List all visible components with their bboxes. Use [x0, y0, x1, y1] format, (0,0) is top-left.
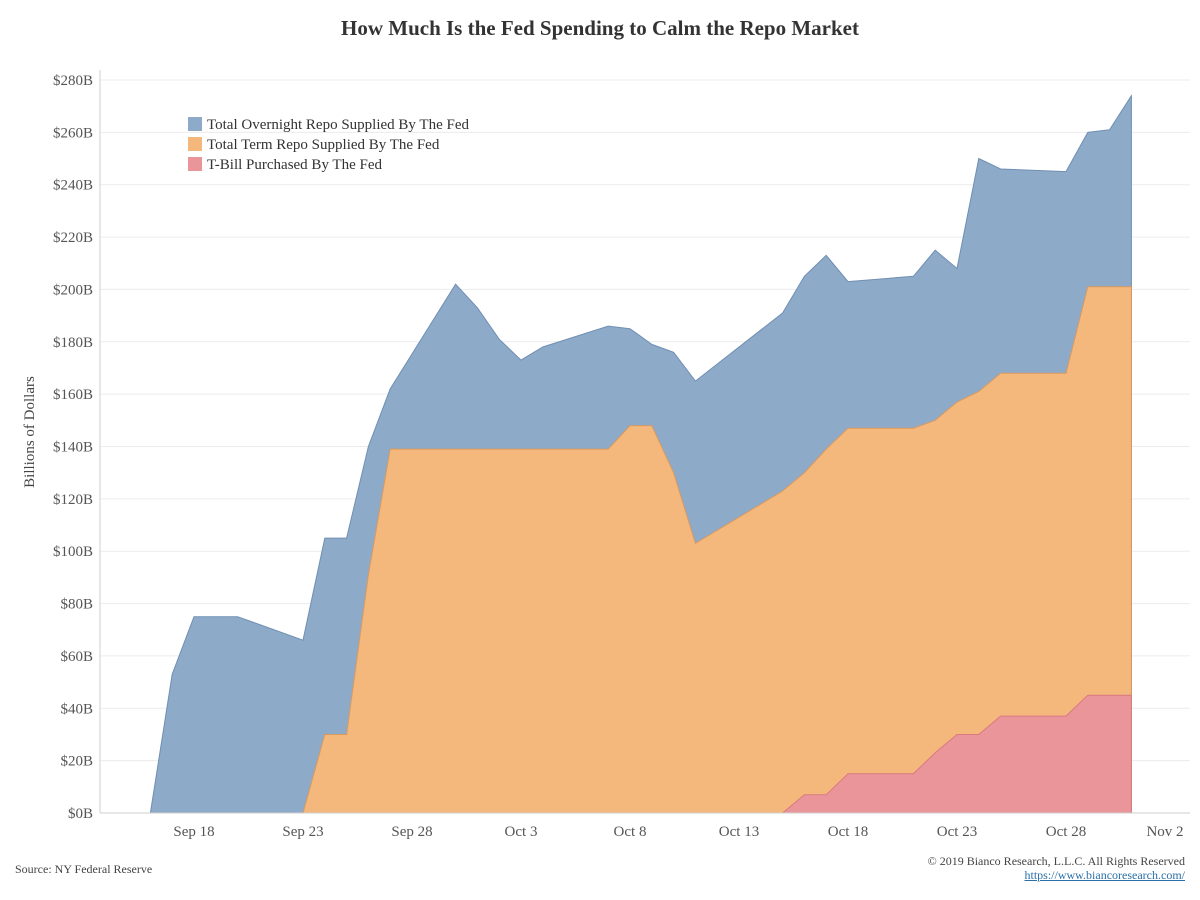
- x-tick-label: Nov 2: [1146, 824, 1183, 840]
- y-tick-label: $120B: [53, 492, 93, 508]
- x-tick-label: Oct 13: [719, 824, 759, 840]
- legend-swatch: [188, 117, 202, 131]
- x-tick-label: Sep 28: [391, 824, 432, 840]
- legend-swatch: [188, 137, 202, 151]
- y-tick-label: $20B: [60, 754, 93, 770]
- y-tick-label: $80B: [60, 597, 93, 613]
- copyright-note: © 2019 Bianco Research, L.L.C. All Right…: [927, 854, 1185, 868]
- legend: Total Overnight Repo Supplied By The Fed…: [188, 117, 469, 173]
- y-tick-label: $280B: [53, 73, 93, 89]
- y-tick-label: $220B: [53, 230, 93, 246]
- x-tick-label: Sep 23: [282, 824, 323, 840]
- y-tick-label: $60B: [60, 649, 93, 665]
- series-area-2: [302, 286, 1132, 814]
- source-note: Source: NY Federal Reserve: [15, 862, 153, 876]
- x-tick-label: Oct 28: [1046, 824, 1086, 840]
- x-tick-label: Oct 23: [937, 824, 977, 840]
- axes: [99, 70, 1190, 814]
- chart-title: How Much Is the Fed Spending to Calm the…: [341, 16, 859, 40]
- y-tick-label: $40B: [60, 701, 93, 717]
- series-area-3: [781, 694, 1132, 814]
- legend-label: Total Term Repo Supplied By The Fed: [207, 137, 440, 153]
- y-tick-label: $200B: [53, 282, 93, 298]
- x-tick-label: Sep 18: [173, 824, 214, 840]
- x-tick-label: Oct 3: [505, 824, 538, 840]
- y-tick-label: $240B: [53, 178, 93, 194]
- y-axis-label: Billions of Dollars: [22, 376, 38, 488]
- x-tick-label: Oct 8: [614, 824, 647, 840]
- y-tick-label: $0B: [68, 806, 93, 822]
- y-tick-label: $180B: [53, 335, 93, 351]
- y-tick-label: $100B: [53, 544, 93, 560]
- legend-label: Total Overnight Repo Supplied By The Fed: [207, 117, 469, 133]
- series-areas: [149, 93, 1132, 814]
- x-tick-labels: Sep 18 Sep 23 Sep 28 Oct 3 Oct 8 Oct 13 Oct 18…: [173, 824, 1183, 840]
- y-tick-labels: $0B $20B $40B $60B $80B $100B $120B $140B $160B $…: [53, 73, 93, 822]
- y-tick-label: $160B: [53, 387, 93, 403]
- x-tick-label: Oct 18: [828, 824, 868, 840]
- y-tick-label: $140B: [53, 440, 93, 456]
- y-tick-label: $260B: [53, 125, 93, 141]
- website-link[interactable]: https://www.biancoresearch.com/: [1024, 868, 1185, 882]
- legend-label: T-Bill Purchased By The Fed: [207, 157, 382, 173]
- legend-swatch: [188, 157, 202, 171]
